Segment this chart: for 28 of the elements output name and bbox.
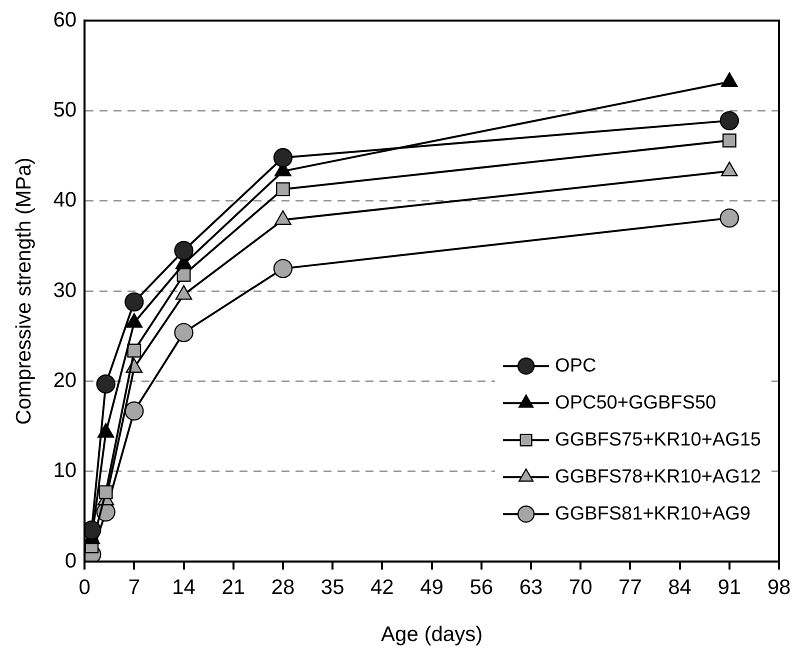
y-tick-label: 20 [53,369,77,392]
y-tick-label: 40 [53,188,77,212]
legend-label: OPC50+GGBFS50 [555,392,716,414]
x-tick-label: 77 [618,576,642,599]
y-tick-label: 60 [53,8,77,32]
y-tick-label: 10 [53,459,77,482]
y-tick-label: 30 [53,278,77,302]
x-tick-label: 91 [718,576,742,599]
x-tick-label: 84 [668,576,692,599]
legend-label: OPC [555,355,596,376]
x-tick-label: 49 [420,576,444,599]
legend-label: GGBFS81+KR10+AG9 [555,503,750,524]
x-tick-label: 63 [519,576,543,599]
x-axis-title: Age (days) [381,623,483,646]
legend-label: GGBFS75+KR10+AG15 [555,429,762,450]
y-tick-label: 50 [53,98,77,122]
x-tick-label: 56 [470,576,494,599]
legend-label: GGBFS78+KR10+AG12 [555,466,762,488]
x-tick-label: 14 [172,576,196,599]
x-tick-label: 42 [370,576,394,599]
x-tick-label: 98 [767,576,791,599]
y-tick-label: 0 [64,549,77,572]
x-tick-label: 35 [320,576,344,599]
x-tick-label: 28 [271,576,295,599]
x-tick-label: 7 [128,576,140,599]
x-tick-label: 21 [222,576,246,599]
y-axis-title: Compressive strength (MPa) [12,157,36,425]
x-tick-label: 70 [568,576,592,599]
